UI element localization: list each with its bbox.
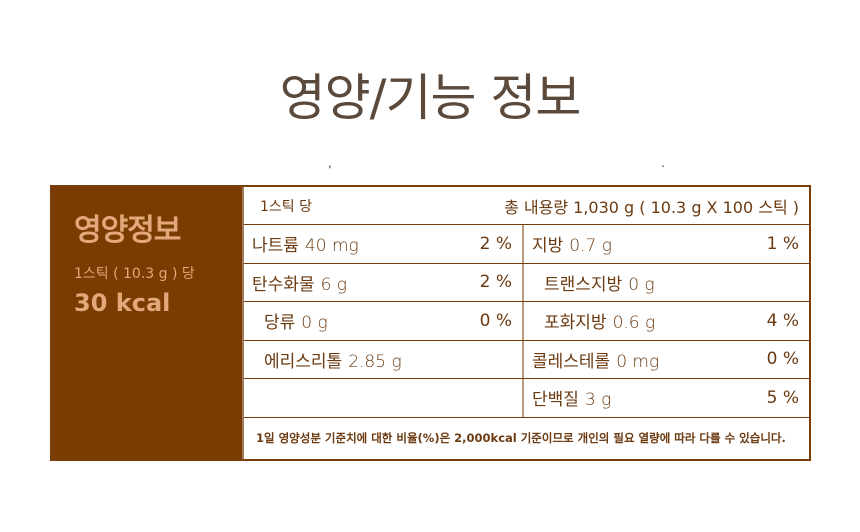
nutrient-name: 나트륨 [252,236,299,257]
nutrient-amount: 0 g [628,274,655,295]
footnote: 1일 영양성분 기준치에 대한 비율(%)은 2,000kcal 기준이므로 개… [256,431,786,446]
nutrient-grid: 1스틱 당 총 내용량 1,030 g ( 10.3 g X 100 스틱 ) … [242,187,809,459]
total-content: 총 내용량 1,030 g ( 10.3 g X 100 스틱 ) [504,197,799,217]
nutrient-amount: 0.7 g [569,236,612,257]
nutrition-panel: 영양정보 1스틱 ( 10.3 g ) 당 30 kcal [52,187,242,459]
nutrient-name: 콜레스테롤 [532,351,611,372]
nutrient-name: 당류 [264,313,296,334]
nutrient-cell: 단백질 3 g 5 % [524,379,809,417]
nutrient-name: 탄수화물 [252,274,315,295]
table-row: 에리스리톨 2.85 g 콜레스테롤 0 mg 0 % [244,340,809,379]
nutrient-cell: 콜레스테롤 0 mg 0 % [524,341,809,379]
nutrient-cell: 트랜스지방 0 g [524,264,809,302]
nutrition-table: 영양정보 1스틱 ( 10.3 g ) 당 30 kcal 1스틱 당 총 내용… [50,185,811,461]
daily-value-percent: 4 % [766,310,799,331]
nutrient-name: 지방 [532,236,564,257]
nutrient-cell: 지방 0.7 g 1 % [524,225,809,263]
nutrient-name: 트랜스지방 [544,274,623,295]
stray-mark: , [328,156,332,170]
daily-value-percent: 5 % [766,387,799,408]
nutrient-amount: 3 g [584,390,612,411]
nutrient-cell: 포화지방 0.6 g 4 % [524,302,809,340]
nutrient-amount: 0.6 g [612,313,656,334]
nutrient-amount: 40 mg [304,236,359,257]
calories: 30 kcal [74,289,171,317]
nutrient-amount: 0 mg [616,351,660,372]
table-row: 탄수화물 6 g 2 % 트랜스지방 0 g [244,263,809,302]
page-title: 영양/기능 정보 [279,69,582,127]
serving-size: 1스틱 ( 10.3 g ) 당 [74,266,195,282]
nutrient-name: 에리스리톨 [264,351,343,372]
per-serving-label: 1스틱 당 [260,198,312,215]
nutrient-cell: 나트륨 40 mg 2 % [244,225,524,263]
daily-value-percent: 0 % [766,349,799,370]
nutrient-name: 포화지방 [544,313,607,334]
nutrient-amount: 6 g [320,274,347,295]
nutrient-amount: 2.85 g [348,351,402,372]
daily-value-percent: 2 % [479,272,512,293]
nutrient-cell: 탄수화물 6 g 2 % [244,263,524,301]
table-row: 당류 0 g 0 % 포화지방 0.6 g 4 % [244,302,809,341]
stray-mark: . [661,156,665,170]
daily-value-percent: 2 % [479,233,512,254]
table-row: 단백질 3 g 5 % [244,379,809,418]
table-header: 1스틱 당 총 내용량 1,030 g ( 10.3 g X 100 스틱 ) [244,187,809,225]
daily-value-percent: 0 % [479,310,512,331]
nutrient-cell: 당류 0 g 0 % [244,302,524,340]
nutrient-cell [244,379,524,417]
table-row: 나트륨 40 mg 2 % 지방 0.7 g 1 % [244,225,809,264]
nutrient-cell: 에리스리톨 2.85 g [244,340,524,378]
daily-value-percent: 1 % [766,233,799,254]
nutrient-amount: 0 g [301,313,328,334]
panel-heading: 영양정보 [74,213,181,248]
nutrient-name: 단백질 [532,390,579,411]
